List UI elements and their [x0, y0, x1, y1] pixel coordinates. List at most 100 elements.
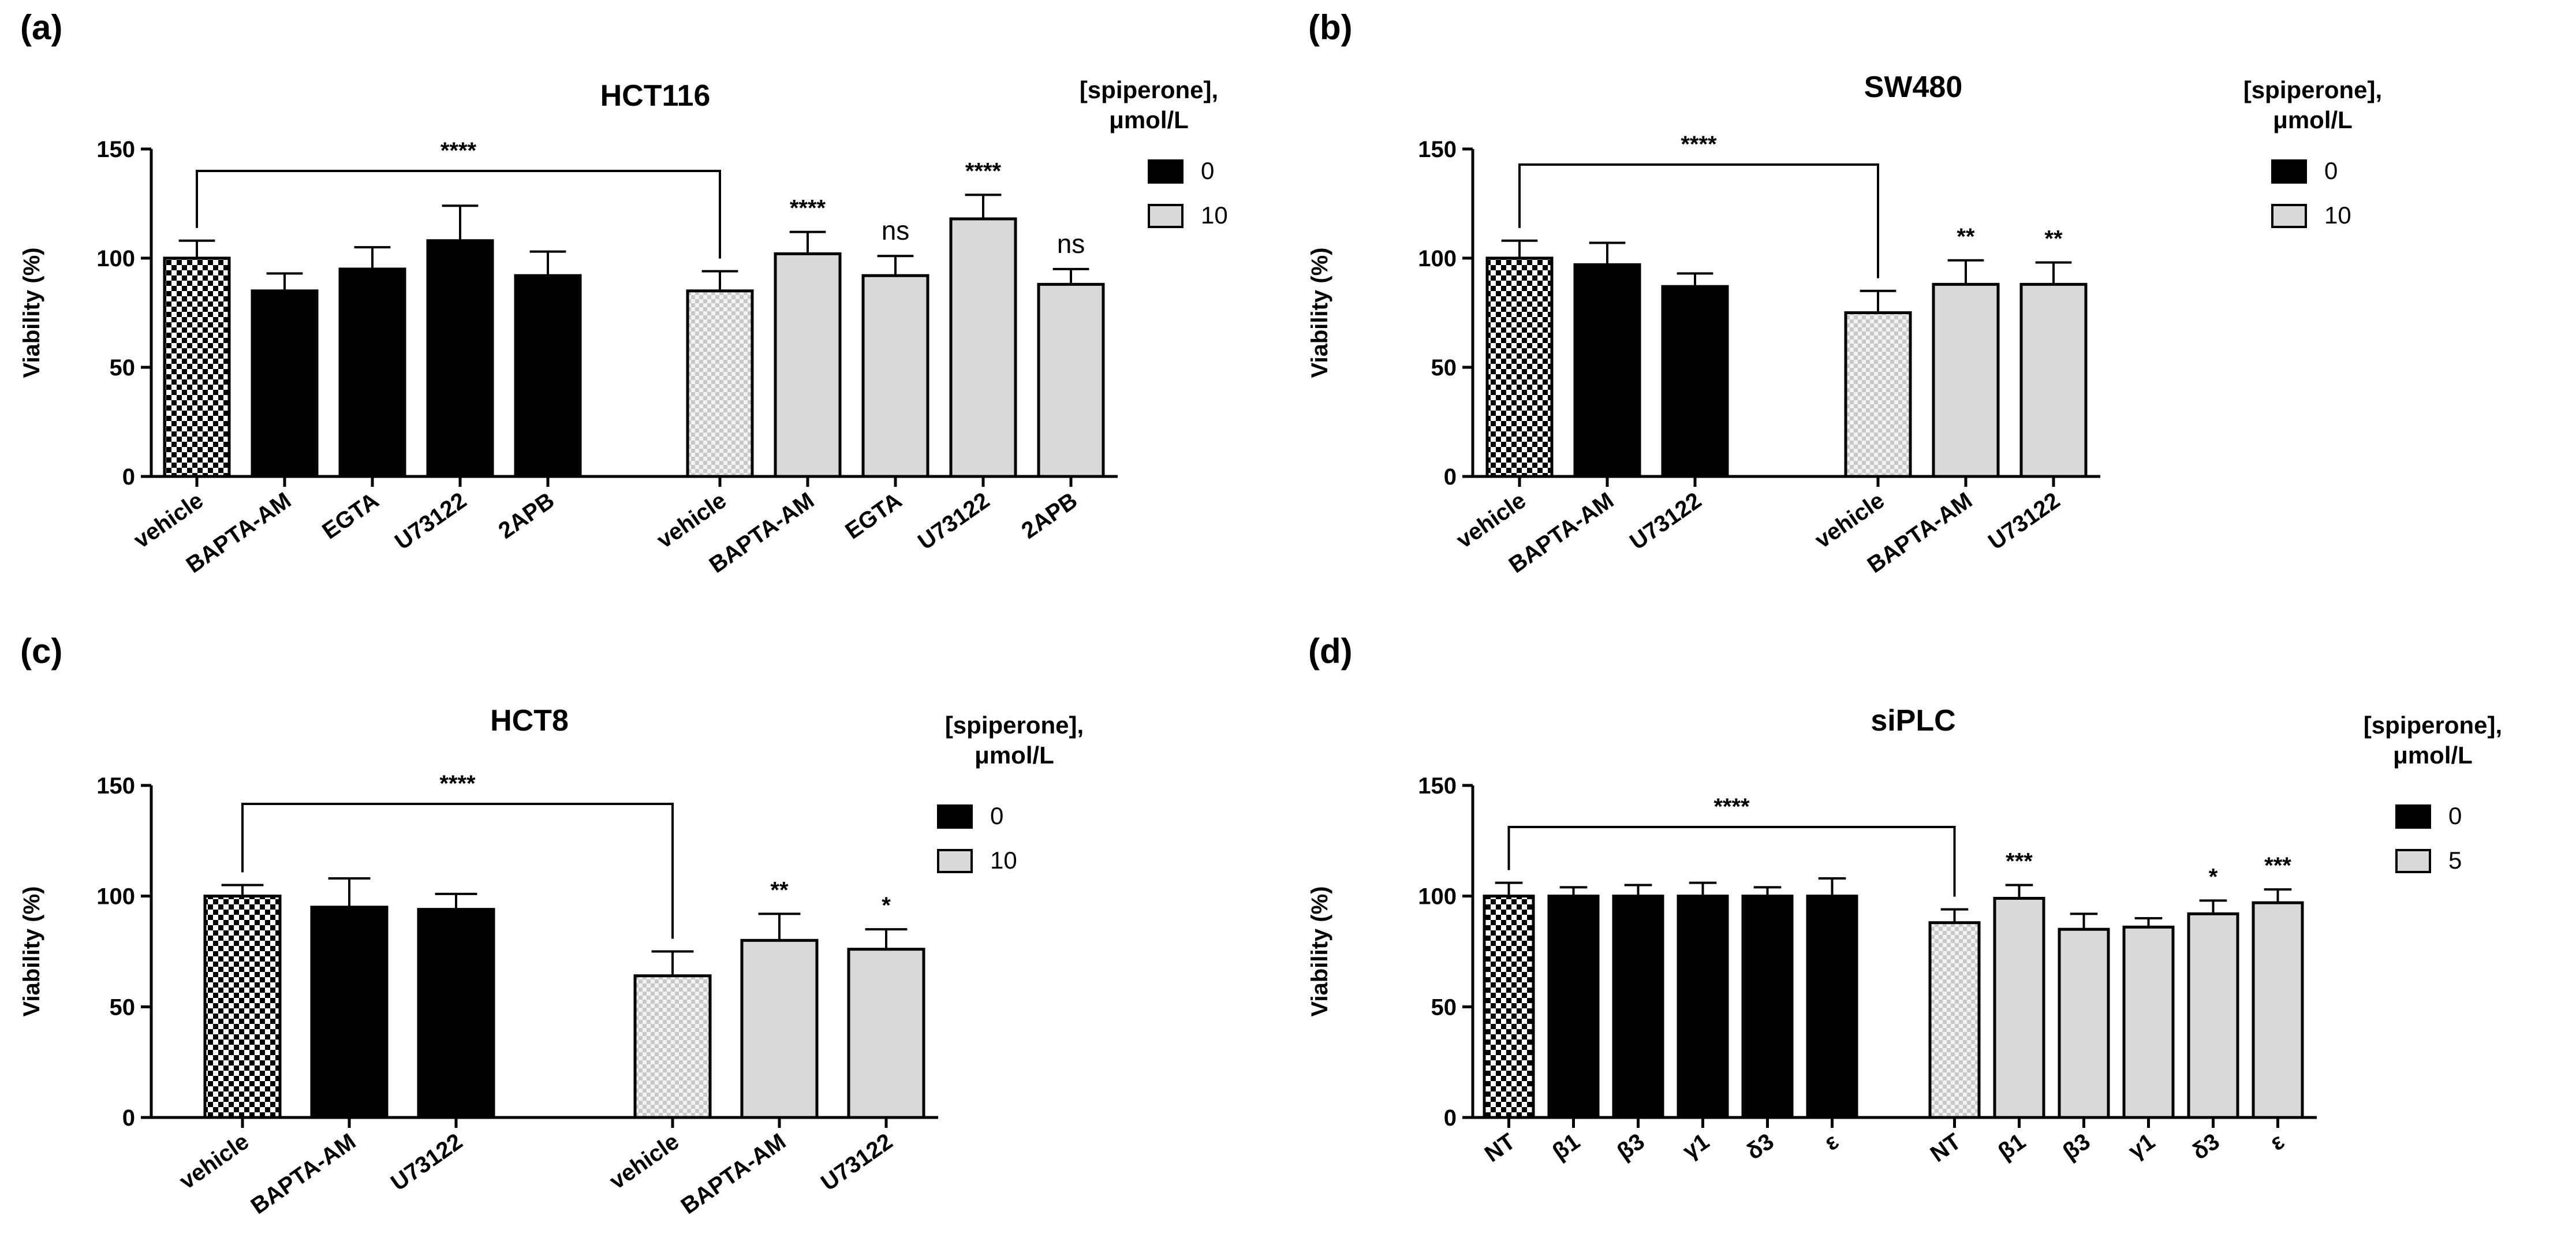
bar-treated — [1928, 921, 1981, 1119]
significance-label: * — [2209, 864, 2218, 889]
chart-title: SW480 — [1864, 70, 1963, 104]
legend-swatch — [2271, 204, 2307, 228]
bar-control — [338, 267, 406, 478]
bar-control — [426, 239, 494, 478]
bar-control — [1677, 895, 1729, 1119]
legend-swatch — [1148, 159, 1184, 184]
x-tick-label: vehicle — [1810, 487, 1889, 553]
significance-label: ** — [2044, 226, 2063, 252]
x-tick-label: U73122 — [816, 1128, 897, 1195]
bracket-label: **** — [439, 771, 476, 796]
bar-treated — [774, 252, 842, 478]
bar-control — [1661, 285, 1729, 478]
x-tick-label: ε — [1820, 1128, 1843, 1156]
y-tick-label: 50 — [1431, 994, 1457, 1020]
legend-title-unit: μmol/L — [2273, 106, 2353, 133]
bar-control — [1612, 895, 1664, 1119]
legend-swatch — [2271, 159, 2307, 184]
legend-swatch — [2395, 849, 2431, 873]
bracket-label: **** — [1713, 794, 1750, 819]
bar-treated — [2187, 912, 2239, 1119]
x-tick-label: U73122 — [1625, 487, 1706, 554]
x-tick-label: 2APB — [494, 487, 559, 543]
x-tick-label: β3 — [2058, 1128, 2095, 1165]
y-tick-label: 50 — [110, 994, 136, 1020]
significance-bracket — [1518, 163, 1879, 278]
legend-label: 5 — [2448, 847, 2462, 874]
panel-label: (c) — [20, 632, 62, 670]
x-tick-label: β3 — [1612, 1128, 1649, 1165]
bar-treated — [633, 974, 712, 1119]
bar-control — [163, 256, 231, 478]
bracket-label: **** — [1681, 132, 1717, 157]
bar-control — [310, 906, 389, 1119]
significance-label: * — [882, 893, 891, 918]
bar-control — [417, 908, 495, 1119]
legend-title: [spiperone], — [945, 711, 1084, 739]
chart-title: HCT116 — [600, 79, 711, 113]
y-tick-label: 150 — [96, 137, 135, 162]
x-tick-label: BAPTA-AM — [677, 1128, 791, 1219]
bar-treated — [1993, 897, 2045, 1119]
chart-title: siPLC — [1871, 704, 1955, 737]
bar-treated — [2019, 282, 2088, 478]
x-tick-label: vehicle — [1452, 487, 1530, 553]
legend-label: 0 — [1201, 157, 1214, 184]
y-tick-label: 50 — [110, 355, 136, 381]
panel-c: (c) HCT8 Viability (%) 0 50 100 150 vehicle BAPT… — [0, 624, 1288, 1247]
y-axis-label: Viability (%) — [19, 248, 44, 378]
significance-label: **** — [965, 158, 1002, 184]
x-tick-label: vehicle — [175, 1128, 253, 1194]
panel-d: (d) siPLC Viability (%) 0 50 100 150 NT β1 β3 γ1 δ3… — [1288, 624, 2576, 1247]
significance-label: ** — [770, 877, 789, 903]
bar-treated — [949, 217, 1017, 478]
x-tick-label: U73122 — [913, 487, 994, 554]
significance-bracket — [1507, 826, 1956, 897]
bar-treated — [1844, 311, 1912, 478]
significance-label: ns — [882, 215, 910, 245]
x-tick-label: 2APB — [1017, 487, 1082, 543]
bar-control — [514, 274, 582, 478]
x-tick-label: vehicle — [129, 487, 208, 553]
bar-treated — [1932, 282, 2000, 478]
legend-swatch — [2395, 804, 2431, 829]
bar-control — [1547, 895, 1600, 1119]
y-tick-label: 150 — [1418, 137, 1457, 162]
y-tick-label: 0 — [1444, 1105, 1457, 1131]
significance-bracket — [196, 170, 721, 259]
bar-treated — [740, 938, 819, 1119]
x-tick-label: γ1 — [2124, 1128, 2160, 1164]
panel-label: (b) — [1308, 8, 1353, 47]
bar-treated — [847, 948, 925, 1119]
y-axis-label: Viability (%) — [19, 886, 44, 1017]
bar-treated — [2252, 901, 2304, 1119]
legend-label: 0 — [2324, 157, 2338, 184]
legend-swatch — [1148, 204, 1184, 228]
y-tick-label: 100 — [1418, 884, 1457, 910]
y-tick-label: 50 — [1431, 355, 1457, 381]
legend-swatch — [937, 849, 973, 873]
legend-label: 10 — [2324, 202, 2351, 229]
significance-label: **** — [790, 196, 826, 221]
y-tick-label: 100 — [96, 246, 135, 271]
x-tick-label: U73122 — [1984, 487, 2064, 554]
legend-label: 0 — [2448, 802, 2462, 829]
x-tick-label: β1 — [1993, 1128, 2030, 1165]
bar-control — [1573, 263, 1641, 478]
bar-treated — [1037, 282, 1105, 478]
x-tick-label: vehicle — [605, 1128, 684, 1194]
x-tick-label: γ1 — [1678, 1128, 1714, 1164]
significance-label: ns — [1057, 229, 1085, 259]
x-tick-label: EGTA — [841, 487, 906, 544]
legend-label: 0 — [990, 802, 1003, 829]
legend-title: [spiperone], — [2364, 711, 2502, 739]
x-tick-label: U73122 — [390, 487, 471, 554]
bar-treated — [2058, 927, 2110, 1119]
panel-label: (a) — [20, 8, 62, 47]
y-tick-label: 150 — [96, 773, 135, 799]
bar-control — [1485, 256, 1554, 478]
